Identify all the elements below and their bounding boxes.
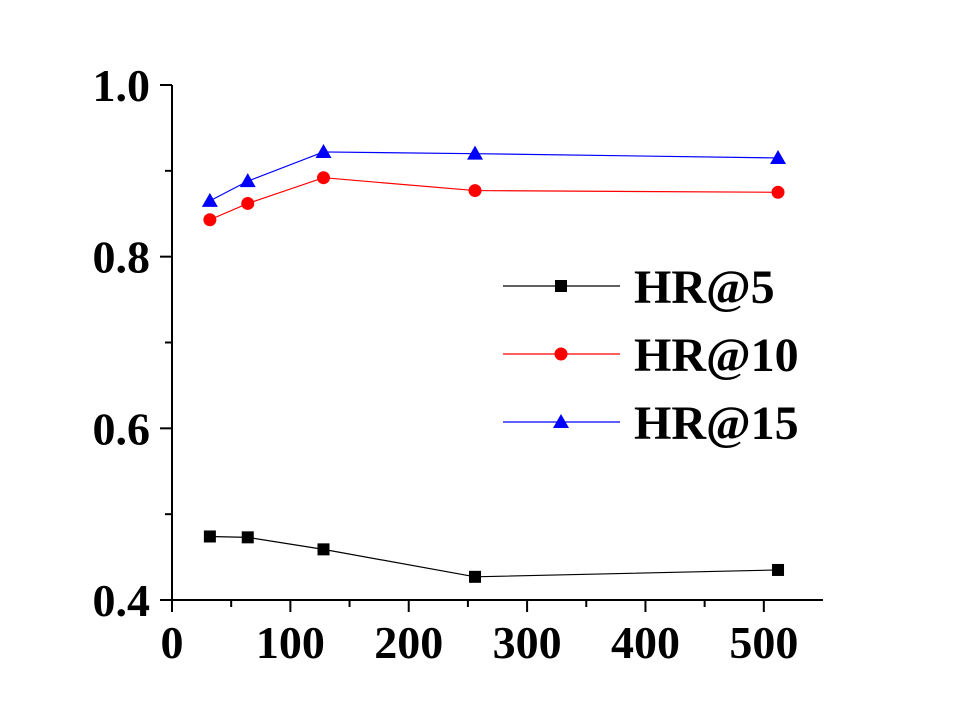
legend-item: HR@15 <box>503 397 799 450</box>
data-point <box>770 149 787 164</box>
x-tick-label: 100 <box>256 617 325 668</box>
data-point <box>468 184 482 198</box>
legend-label: HR@10 <box>634 329 799 382</box>
data-point <box>203 213 217 227</box>
x-tick-label: 500 <box>729 617 798 668</box>
series-hr-10 <box>203 171 785 227</box>
data-point <box>317 171 331 185</box>
series-line <box>209 177 779 221</box>
legend-label: HR@5 <box>634 261 775 314</box>
legend-marker <box>553 414 569 428</box>
data-point <box>469 570 482 583</box>
x-tick-label: 300 <box>493 617 562 668</box>
data-point <box>772 563 785 576</box>
y-tick-label: 0.6 <box>93 403 151 454</box>
x-tick-label: 0 <box>161 617 184 668</box>
series-line <box>209 535 779 578</box>
y-tick-label: 1.0 <box>93 60 151 111</box>
series-line <box>209 151 779 202</box>
data-point <box>771 185 785 199</box>
legend: HR@5 HR@10 HR@15 <box>503 261 799 450</box>
legend-marker <box>554 347 568 361</box>
legend-item: HR@10 <box>503 329 799 382</box>
series-hr-5 <box>203 530 785 583</box>
x-tick-label: 400 <box>611 617 680 668</box>
plot-series <box>201 143 787 583</box>
data-point <box>315 143 332 158</box>
y-tick-label: 0.4 <box>93 575 151 626</box>
x-tick-label: 200 <box>374 617 443 668</box>
legend-label: HR@15 <box>634 397 799 450</box>
data-point <box>317 543 330 556</box>
data-point <box>467 145 484 160</box>
y-tick-label: 0.8 <box>93 232 151 283</box>
legend-marker <box>555 280 567 292</box>
data-point <box>241 196 255 210</box>
data-point <box>239 173 256 188</box>
data-point <box>203 530 216 543</box>
legend-item: HR@5 <box>503 261 775 314</box>
axis-ticks <box>160 84 765 612</box>
series-hr-15 <box>201 143 787 207</box>
data-point <box>201 192 218 207</box>
axis-tick-labels: 0 100 200 300 400 500 0.4 0.6 0.8 1.0 <box>93 60 799 668</box>
data-point <box>241 531 254 544</box>
